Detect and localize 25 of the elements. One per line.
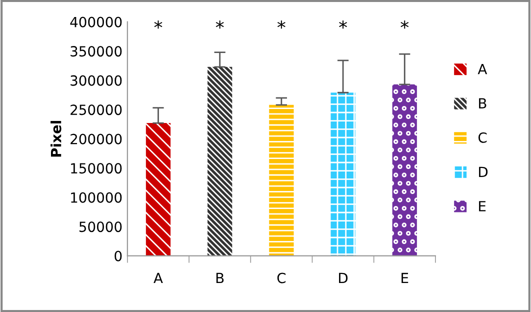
y-axis-title: Pixel xyxy=(50,120,62,157)
legend-label: C xyxy=(478,132,487,143)
annotation: * xyxy=(277,20,286,29)
x-tick-label: A xyxy=(154,272,163,284)
y-tick-label: 300000 xyxy=(70,75,122,86)
annotation: * xyxy=(216,20,224,29)
annotation: * xyxy=(154,20,162,29)
x-tick-label: C xyxy=(277,272,286,284)
y-tick-label: 150000 xyxy=(71,163,122,174)
y-tick-label: 400000 xyxy=(70,16,122,28)
legend-label: D xyxy=(479,166,488,177)
legend-label: A xyxy=(478,64,488,74)
y-tick-label: 100000 xyxy=(71,192,122,203)
y-tick-label: 250000 xyxy=(70,104,122,116)
annotation: * xyxy=(339,20,347,29)
legend-label: E xyxy=(479,201,486,212)
y-tick-label: 200000 xyxy=(70,134,122,144)
y-tick-label: 50000 xyxy=(79,222,122,232)
annotation: * xyxy=(400,20,409,29)
x-tick-label: D xyxy=(339,272,348,284)
y-tick-label: 350000 xyxy=(70,46,122,57)
x-tick-label: E xyxy=(402,272,408,284)
y-tick-label: 0 xyxy=(114,250,122,262)
legend-label: B xyxy=(479,98,486,108)
x-tick-label: B xyxy=(216,272,224,284)
